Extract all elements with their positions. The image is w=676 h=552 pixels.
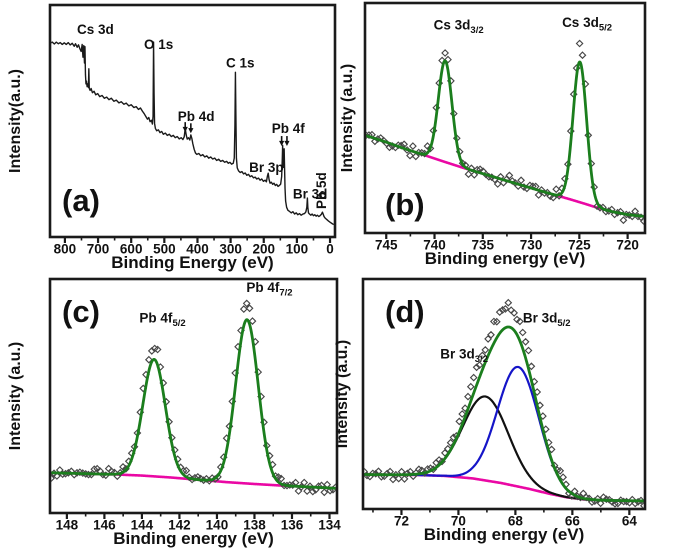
panel-c-pb4f-spectrum: 148 146 144 142 140 138 136 134 Binding energy (… [7,277,341,548]
axis-frame [48,3,337,239]
x-tick-label: 0 [326,242,334,257]
x-tick-label: 725 [568,238,591,253]
x-tick-label: 134 [318,518,341,533]
axis-frame [361,277,647,511]
y-axis-label: Intensity(a.u.) [7,69,24,173]
x-tick-label: 400 [186,242,209,257]
x-tick-label: 600 [120,242,143,257]
panel-a-survey-spectrum: 800 700 600 500 400 300 200 100 0 Binding Energy … [7,3,337,272]
peak-label: Pb 4f5/2 [139,310,185,329]
x-tick-label: 68 [508,514,524,529]
peak-arrow-head [182,126,188,133]
peak-label: O 1s [144,37,173,52]
peak-label: Br 3d [293,187,328,202]
peak-label: C 1s [226,56,255,71]
x-tick-label: 138 [243,518,266,533]
plot-area [366,39,644,226]
peak-label: Br 3d3/2 [440,346,488,365]
x-tick-label: 300 [219,242,242,257]
x-axis-label: Binding energy (eV) [113,529,274,548]
x-axis-label: Binding energy (eV) [424,525,585,544]
peak-label: Cs 3d5/2 [562,15,612,34]
x-tick-label: 72 [394,514,409,529]
peak-label: Pb 4d [178,109,215,124]
peak-label: Cs 3d3/2 [434,17,484,36]
x-tick-label: 740 [423,238,446,253]
x-tick-label: 140 [206,518,229,533]
baseline-curve [364,473,644,503]
plot-area [51,41,334,226]
panel-letter: (a) [62,183,100,218]
axis-frame [48,277,339,515]
panel-letter: (b) [385,187,425,222]
x-tick-label: 100 [286,242,309,257]
panel-letter: (d) [385,294,425,329]
x-tick-label: 730 [520,238,543,253]
scatter-points [51,299,336,497]
y-axis-label: Intensity (a.u.) [334,340,351,448]
peak-arrow-head [279,140,285,147]
x-tick-label: 142 [168,518,191,533]
x-tick-label: 144 [131,518,154,533]
axis-frame [363,1,647,235]
x-axis-label: Binding energy (eV) [425,249,586,268]
peak-label: Pb 4f [272,121,306,136]
x-tick-label: 66 [565,514,581,529]
x-tick-label: 800 [54,242,77,257]
x-tick-label: 745 [375,238,398,253]
survey-curve [51,41,334,226]
panel-b-cs3d-spectrum: 745 740 735 730 725 720 Binding energy (eV) Int… [339,1,647,268]
x-tick-label: 146 [93,518,116,533]
x-tick-label: 148 [56,518,79,533]
component-curve-1 [364,395,644,503]
x-tick-label: 735 [472,238,495,253]
plot-area [364,298,644,508]
peak-label: Br 3d5/2 [523,311,571,330]
fit-envelope-curve [364,325,644,503]
y-axis-label: Intensity (a.u.) [7,342,24,450]
x-tick-label: 136 [281,518,304,533]
peak-label: Pb 5d [314,172,329,209]
x-tick-label: 200 [252,242,275,257]
panel-d-br3d-spectrum: 72 70 68 66 64 Binding energy (eV) Intensity (… [334,277,647,544]
x-tick-label: 700 [87,242,110,257]
x-tick-label: 70 [451,514,466,529]
peak-label: Cs 3d [77,22,114,37]
plot-area [51,299,336,497]
peak-arrow-head [188,128,194,134]
x-tick-label: 720 [616,238,639,253]
x-tick-label: 64 [622,514,638,529]
panel-letter: (c) [62,294,100,329]
fit-envelope-curve [51,318,336,490]
x-tick-label: 500 [153,242,176,257]
peak-arrow-head [284,140,290,147]
x-axis-label: Binding Energy (eV) [111,253,273,272]
scatter-points [364,298,644,508]
y-axis-label: Intensity (a.u.) [339,64,356,172]
peak-label: Pb 4f7/2 [246,280,292,299]
fit-envelope-curve [366,59,644,218]
peak-label: Br 3p [249,160,284,175]
